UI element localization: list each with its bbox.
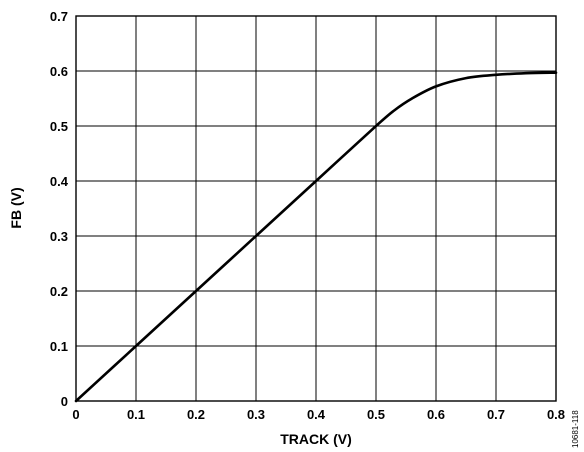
y-tick-label: 0.2 (50, 284, 68, 299)
fb-series-line (74, 71, 558, 403)
y-tick-labels: 0 0.1 0.2 0.3 0.4 0.5 0.6 0.7 (50, 9, 69, 409)
y-tick-label: 0.4 (50, 174, 69, 189)
y-axis-label: FB (V) (8, 187, 24, 228)
x-tick-label: 0.6 (427, 407, 445, 422)
y-tick-label: 0.1 (50, 339, 68, 354)
x-tick-label: 0.8 (547, 407, 565, 422)
x-tick-label: 0.7 (487, 407, 505, 422)
x-tick-label: 0.1 (127, 407, 145, 422)
y-tick-label: 0.7 (50, 9, 68, 24)
y-tick-label: 0 (61, 394, 68, 409)
x-tick-label: 0.3 (247, 407, 265, 422)
plot-frame (75, 15, 557, 402)
y-tick-label: 0.5 (50, 119, 68, 134)
x-tick-label: 0.5 (367, 407, 385, 422)
x-tick-label: 0.2 (187, 407, 205, 422)
x-tick-label: 0.4 (307, 407, 326, 422)
x-axis-label: TRACK (V) (280, 431, 352, 447)
y-tick-label: 0.6 (50, 64, 68, 79)
figure-id: 10681-118 (571, 410, 580, 448)
x-tick-label: 0 (72, 407, 79, 422)
x-tick-labels: 0 0.1 0.2 0.3 0.4 0.5 0.6 0.7 0.8 (72, 407, 565, 422)
grid (76, 16, 556, 401)
y-tick-label: 0.3 (50, 229, 68, 244)
